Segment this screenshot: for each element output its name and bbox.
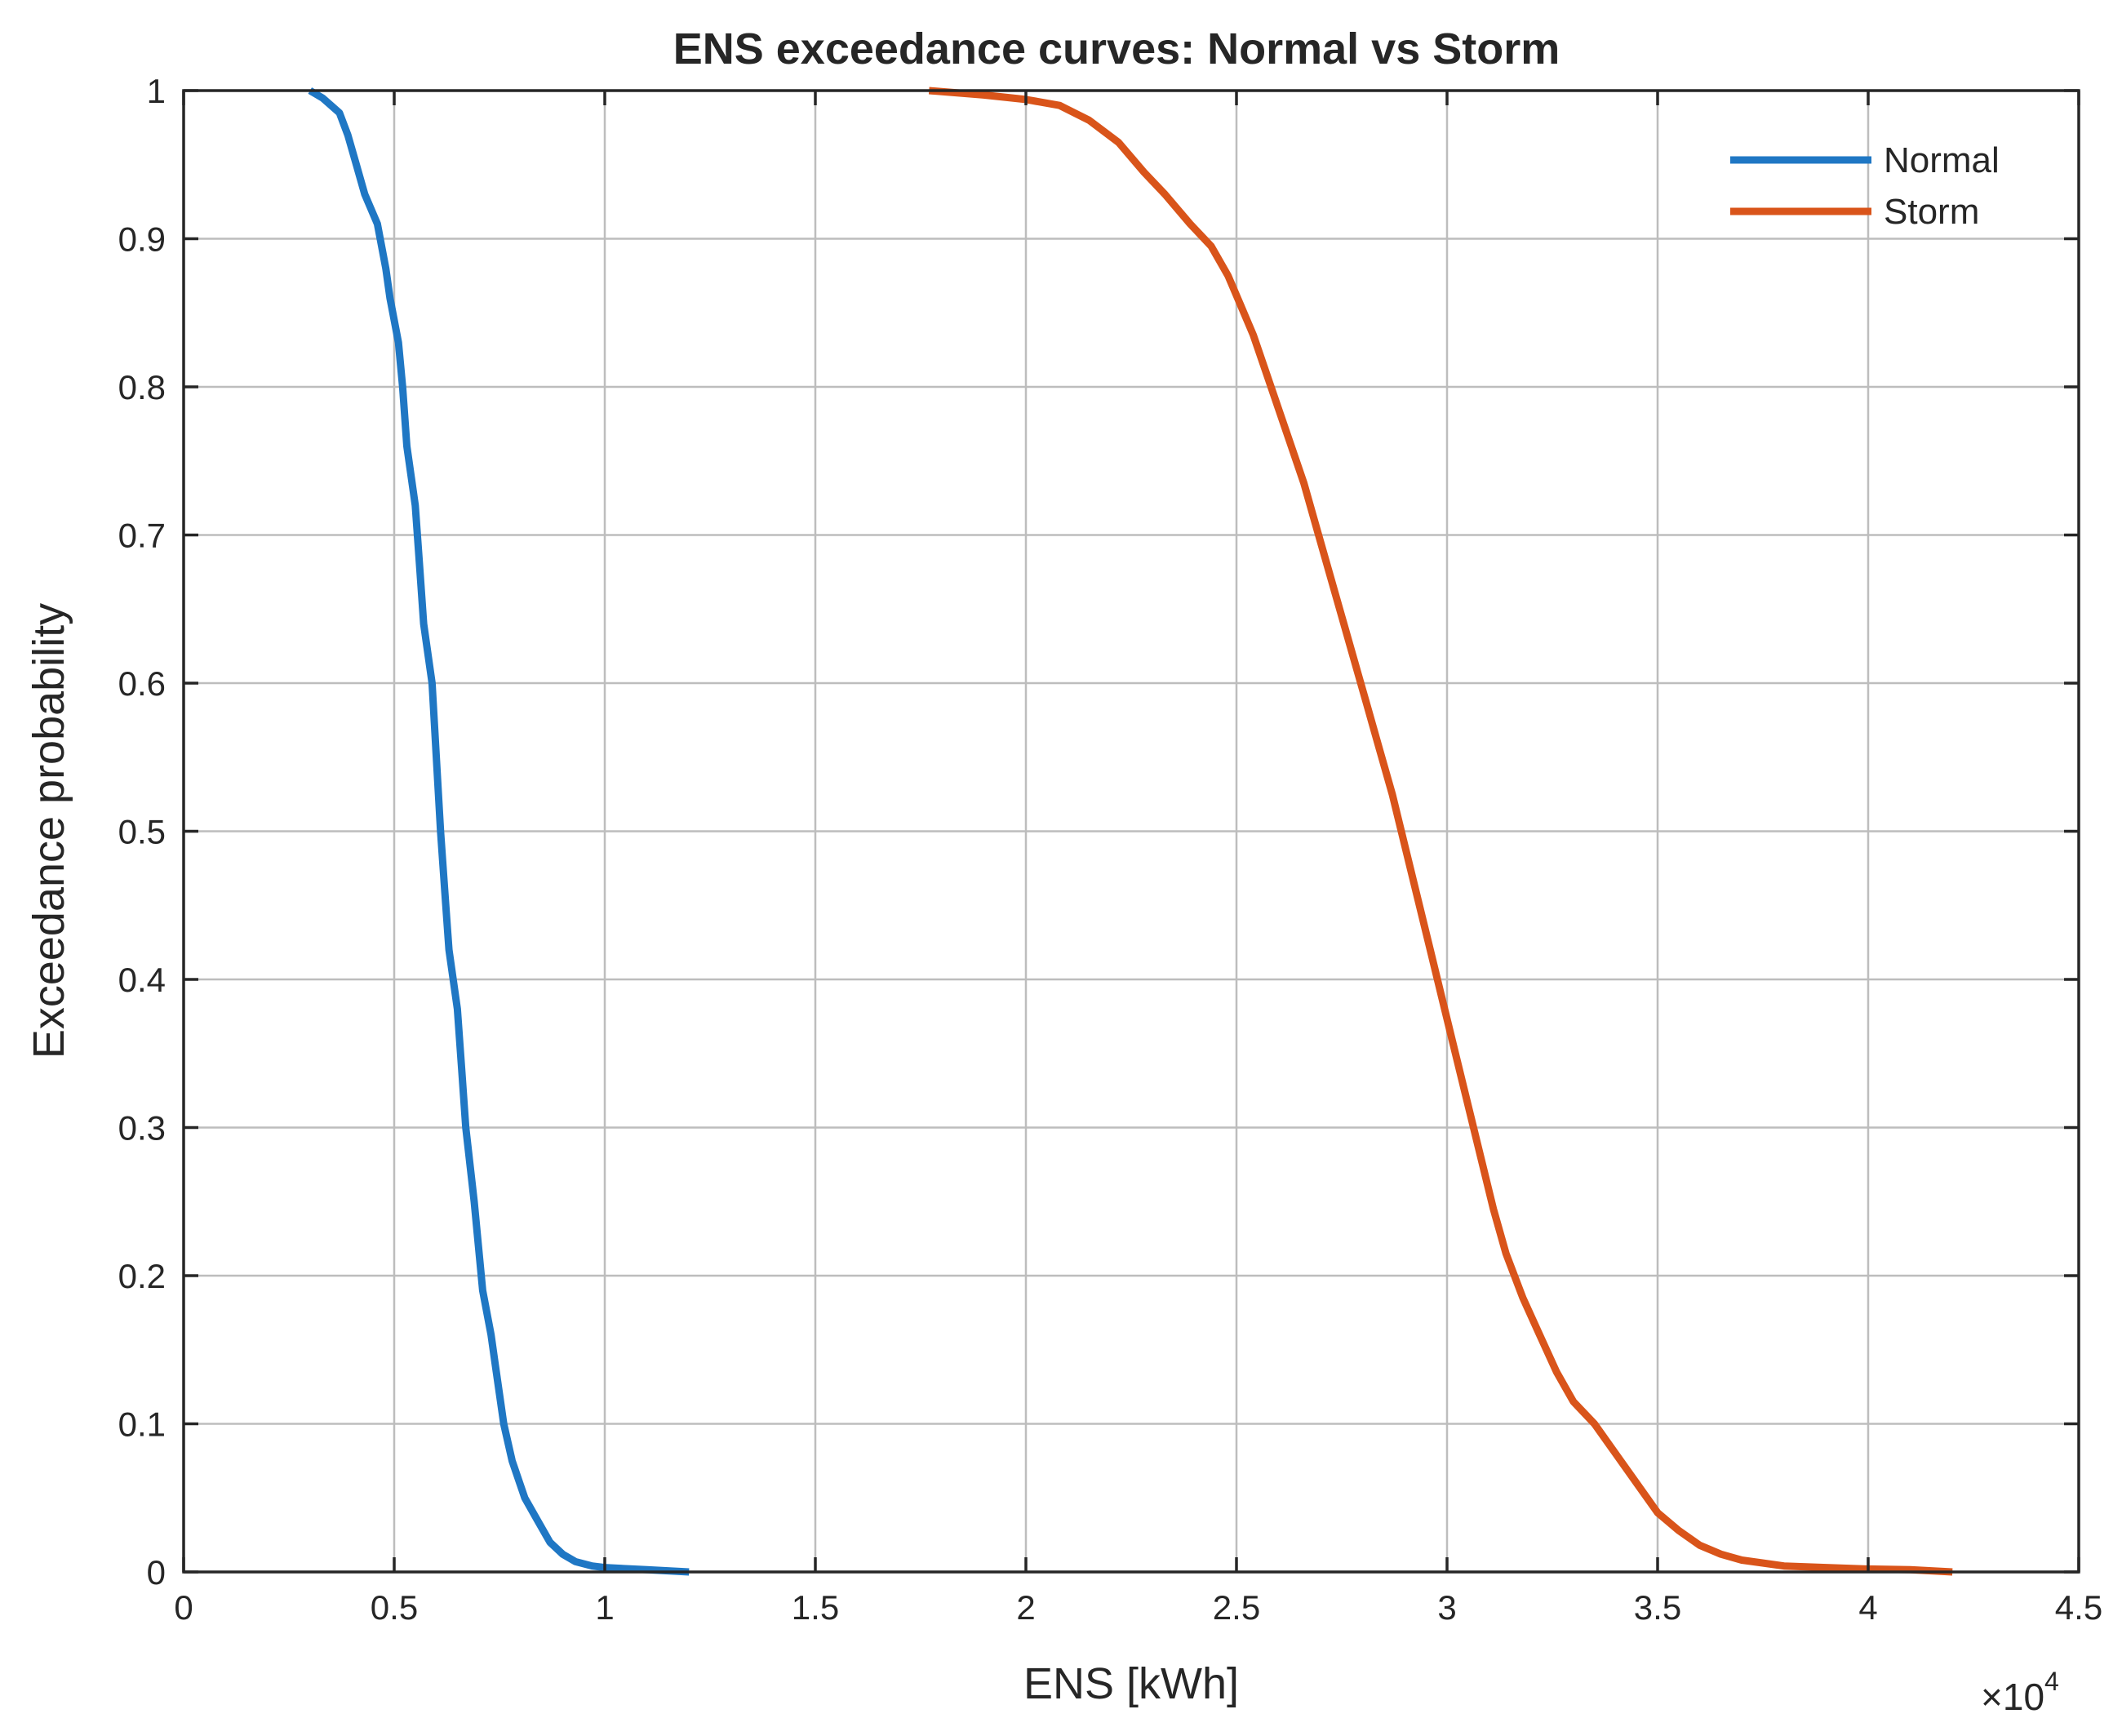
x-axis-label: ENS [kWh] — [1023, 1659, 1239, 1708]
x-tick-label: 1 — [595, 1588, 614, 1627]
y-tick-label: 0.9 — [118, 220, 166, 259]
x-multiplier-exponent: 4 — [2044, 1667, 2059, 1696]
y-tick-label: 0.3 — [118, 1109, 166, 1148]
x-tick-label: 0.5 — [371, 1588, 418, 1627]
x-tick-label: 3.5 — [1634, 1588, 1681, 1627]
x-tick-label: 2 — [1016, 1588, 1035, 1627]
y-tick-label: 1 — [147, 72, 166, 110]
y-axis-label: Exceedance probability — [24, 603, 73, 1059]
x-multiplier-base: ×10 — [1981, 1676, 2044, 1718]
x-tick-label: 2.5 — [1213, 1588, 1260, 1627]
series-line-normal — [308, 87, 690, 1576]
legend: Normal Storm — [1730, 140, 2000, 232]
ticks — [182, 89, 2080, 1574]
y-tick-label: 0.8 — [118, 368, 166, 406]
y-tick-label: 0.5 — [118, 813, 166, 851]
x-tick-label: 0 — [174, 1588, 193, 1627]
y-tick-label: 0.1 — [118, 1405, 166, 1444]
grid — [184, 91, 2079, 1572]
series-line-storm — [928, 87, 1953, 1576]
x-tick-label: 4 — [1858, 1588, 1877, 1627]
y-tick-label: 0.6 — [118, 664, 166, 703]
x-tick-label: 1.5 — [792, 1588, 839, 1627]
x-multiplier-label: ×104 — [1981, 1667, 2059, 1718]
y-tick-label: 0.7 — [118, 517, 166, 555]
x-tick-labels: 0 0.5 1 1.5 2 2.5 3 3.5 4 4.5 — [174, 1588, 2102, 1627]
y-tick-labels: 0 0.1 0.2 0.3 0.4 0.5 0.6 0.7 0.8 0.9 1 — [118, 72, 166, 1592]
x-tick-label: 4.5 — [2055, 1588, 2102, 1627]
y-tick-label: 0 — [147, 1553, 166, 1592]
y-tick-label: 0.4 — [118, 961, 166, 999]
chart-title: ENS exceedance curves: Normal vs Storm — [673, 24, 1560, 73]
y-tick-label: 0.2 — [118, 1257, 166, 1295]
series-lines — [308, 87, 1953, 1576]
legend-label-normal: Normal — [1884, 140, 2000, 180]
legend-label-storm: Storm — [1884, 192, 1979, 232]
x-tick-label: 3 — [1437, 1588, 1456, 1627]
